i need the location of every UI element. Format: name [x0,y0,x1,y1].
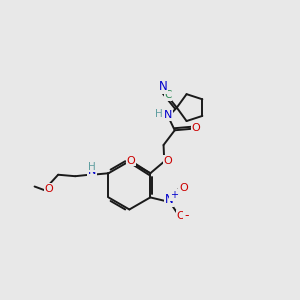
Text: N: N [164,193,173,206]
Text: N: N [164,110,172,120]
Text: H: H [88,162,96,172]
Text: O: O [179,183,188,193]
Text: -: - [184,209,188,222]
Text: C: C [164,90,172,100]
Text: O: O [163,156,172,166]
Text: N: N [88,166,97,176]
Text: H: H [155,110,163,119]
Text: O: O [176,211,185,221]
Text: +: + [170,190,178,200]
Text: O: O [44,184,53,194]
Text: O: O [126,156,135,166]
Text: N: N [159,80,167,94]
Text: O: O [192,123,201,133]
